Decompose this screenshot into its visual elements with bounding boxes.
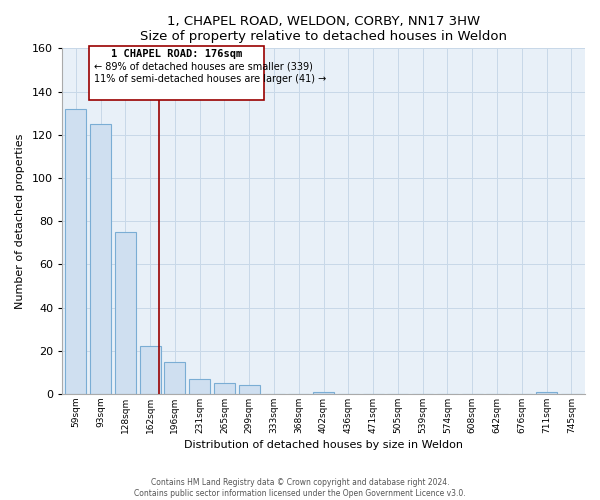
Bar: [536, 392, 557, 394]
Text: 11% of semi-detached houses are larger (41) →: 11% of semi-detached houses are larger (…: [94, 74, 326, 85]
Bar: [214, 383, 235, 394]
Bar: [90, 124, 111, 394]
Bar: [115, 232, 136, 394]
Text: ← 89% of detached houses are smaller (339): ← 89% of detached houses are smaller (33…: [94, 62, 313, 72]
Bar: [164, 362, 185, 394]
Y-axis label: Number of detached properties: Number of detached properties: [15, 134, 25, 309]
X-axis label: Distribution of detached houses by size in Weldon: Distribution of detached houses by size …: [184, 440, 463, 450]
Bar: [189, 379, 210, 394]
Bar: [313, 392, 334, 394]
Bar: [140, 346, 161, 394]
Text: 1 CHAPEL ROAD: 176sqm: 1 CHAPEL ROAD: 176sqm: [111, 50, 242, 59]
Title: 1, CHAPEL ROAD, WELDON, CORBY, NN17 3HW
Size of property relative to detached ho: 1, CHAPEL ROAD, WELDON, CORBY, NN17 3HW …: [140, 15, 507, 43]
Bar: [239, 386, 260, 394]
Text: Contains HM Land Registry data © Crown copyright and database right 2024.
Contai: Contains HM Land Registry data © Crown c…: [134, 478, 466, 498]
Bar: [65, 109, 86, 394]
FancyBboxPatch shape: [89, 46, 264, 100]
